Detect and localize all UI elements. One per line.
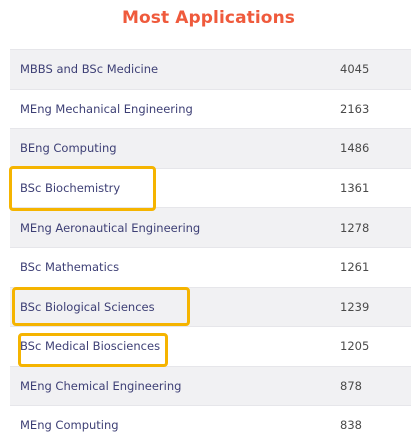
course-name: MEng Computing (20, 418, 119, 433)
application-count: 4045 (340, 62, 370, 77)
course-name: BSc Medical Biosciences (20, 339, 161, 354)
application-count: 2163 (340, 101, 370, 116)
course-name: MEng Chemical Engineering (20, 379, 182, 394)
applications-table: MBBS and BSc Medicine 4045 MEng Mechanic… (10, 49, 411, 443)
course-name: BSc Biological Sciences (20, 299, 155, 314)
course-name: BEng Computing (20, 141, 117, 156)
course-name: MEng Aeronautical Engineering (20, 220, 201, 235)
page-title: Most Applications (121, 8, 295, 28)
application-count: 1261 (340, 260, 370, 275)
table-row: MEng Aeronautical Engineering 1278 (10, 207, 411, 247)
course-name: BSc Mathematics (20, 260, 120, 275)
application-count: 1239 (340, 299, 370, 314)
table-row: BSc Biological Sciences 1239 (10, 286, 411, 327)
table-row: BSc Biochemistry 1361 (10, 167, 411, 208)
application-count: 1205 (340, 339, 370, 354)
course-name: MBBS and BSc Medicine (20, 62, 159, 77)
table-row: BEng Computing 1486 (10, 128, 411, 168)
table-row: MEng Mechanical Engineering 2163 (10, 88, 411, 129)
course-name: BSc Biochemistry (20, 181, 121, 196)
application-count: 878 (340, 379, 362, 394)
course-name: MEng Mechanical Engineering (20, 101, 193, 116)
application-count: 1361 (340, 181, 370, 196)
application-count: 1278 (340, 220, 370, 235)
application-count: 838 (340, 418, 362, 433)
table-row: MEng Chemical Engineering 878 (10, 365, 411, 406)
table-row: MEng Computing 838 (10, 405, 411, 443)
table-row: BSc Mathematics 1261 (10, 246, 411, 287)
application-count: 1486 (340, 141, 370, 156)
table-row: BSc Medical Biosciences 1205 (10, 326, 411, 366)
table-row: MBBS and BSc Medicine 4045 (10, 49, 411, 89)
